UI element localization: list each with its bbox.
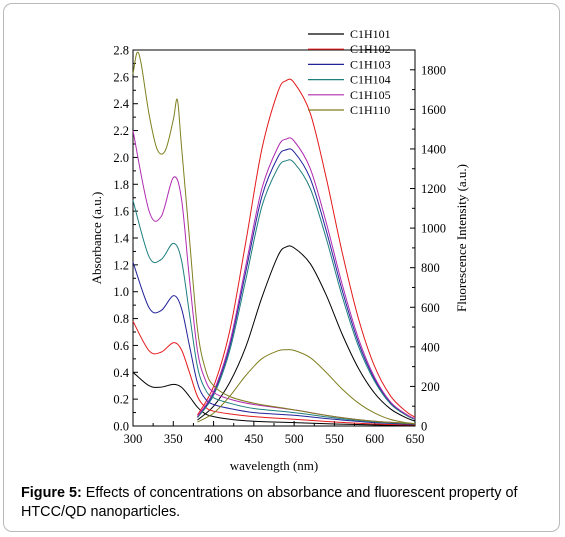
x-tick-label: 350 — [164, 432, 183, 446]
x-tick-label: 450 — [244, 432, 263, 446]
y-right-tick-label: 400 — [421, 340, 440, 354]
figure-caption: Figure 5: Effects of concentrations on a… — [21, 484, 551, 522]
y-right-tick-label: 800 — [421, 261, 440, 275]
y-left-tick-label: 2.8 — [113, 44, 129, 58]
y-right-tick-label: 1200 — [421, 182, 446, 196]
y-left-tick-label: 2.6 — [113, 70, 129, 84]
axis-ticks: 300 350 400 450 500 550 600 650 0.0 0.2 0.4 0.6 0.8 1… — [113, 44, 446, 447]
x-axis-label: wavelength (nm) — [230, 458, 318, 473]
x-tick-label: 400 — [204, 432, 223, 446]
y-left-tick-label: 1.2 — [113, 258, 129, 272]
y-right-tick-label: 1800 — [421, 63, 446, 77]
fluorescence-line — [197, 159, 416, 420]
y-left-tick-label: 0.6 — [113, 339, 129, 353]
y-left-tick-label: 2.0 — [113, 151, 129, 165]
caption-label: Figure 5: — [21, 485, 82, 501]
fluorescence-line — [197, 148, 416, 420]
legend-label: C1H104 — [350, 73, 391, 87]
y-axis-left-label: Absorbance (a.u.) — [89, 192, 104, 285]
legend-label: C1H110 — [350, 103, 390, 117]
y-left-tick-label: 1.6 — [113, 205, 129, 219]
fluorescence-line — [197, 78, 416, 418]
y-right-tick-label: 200 — [421, 380, 440, 394]
figure-frame — [3, 3, 560, 532]
legend-label: C1H101 — [350, 27, 391, 41]
y-right-tick-label: 600 — [421, 301, 440, 315]
chart: 300 350 400 450 500 550 600 650 0.0 0.2 0.4 0.6 0.8 1… — [89, 27, 469, 473]
fluorescence-line — [197, 137, 416, 420]
x-tick-label: 500 — [285, 432, 304, 446]
y-left-tick-label: 1.8 — [113, 178, 129, 192]
absorbance-line — [132, 200, 416, 425]
x-tick-label: 600 — [365, 432, 384, 446]
y-right-tick-label: 1400 — [421, 142, 446, 156]
y-right-tick-label: 1000 — [421, 222, 446, 236]
legend-label: C1H102 — [350, 42, 391, 56]
y-right-tick-label: 1600 — [421, 103, 446, 117]
y-left-tick-label: 1.0 — [113, 285, 129, 299]
absorbance-line — [132, 262, 416, 425]
x-tick-label: 650 — [406, 432, 425, 446]
legend-label: C1H105 — [350, 88, 391, 102]
y-left-tick-label: 0.8 — [113, 312, 129, 326]
y-left-tick-label: 0.4 — [113, 366, 129, 380]
series-lines — [132, 51, 416, 426]
legend-label: C1H103 — [350, 57, 391, 71]
caption-text: Effects of concentrations on absorbance … — [21, 485, 518, 520]
y-left-tick-label: 2.2 — [113, 124, 129, 138]
y-left-tick-label: 2.4 — [113, 97, 129, 111]
y-left-tick-label: 0.0 — [113, 420, 129, 434]
x-tick-label: 300 — [124, 432, 143, 446]
y-left-tick-label: 0.2 — [113, 393, 129, 407]
y-right-tick-label: 0 — [421, 420, 427, 434]
fluorescence-line — [197, 349, 416, 425]
y-axis-right-label: Fluorescence Intensity (a.u.) — [454, 164, 469, 312]
y-left-tick-label: 1.4 — [113, 232, 129, 246]
fluorescence-line — [197, 245, 416, 422]
x-tick-label: 550 — [325, 432, 344, 446]
absorbance-line — [132, 51, 416, 425]
